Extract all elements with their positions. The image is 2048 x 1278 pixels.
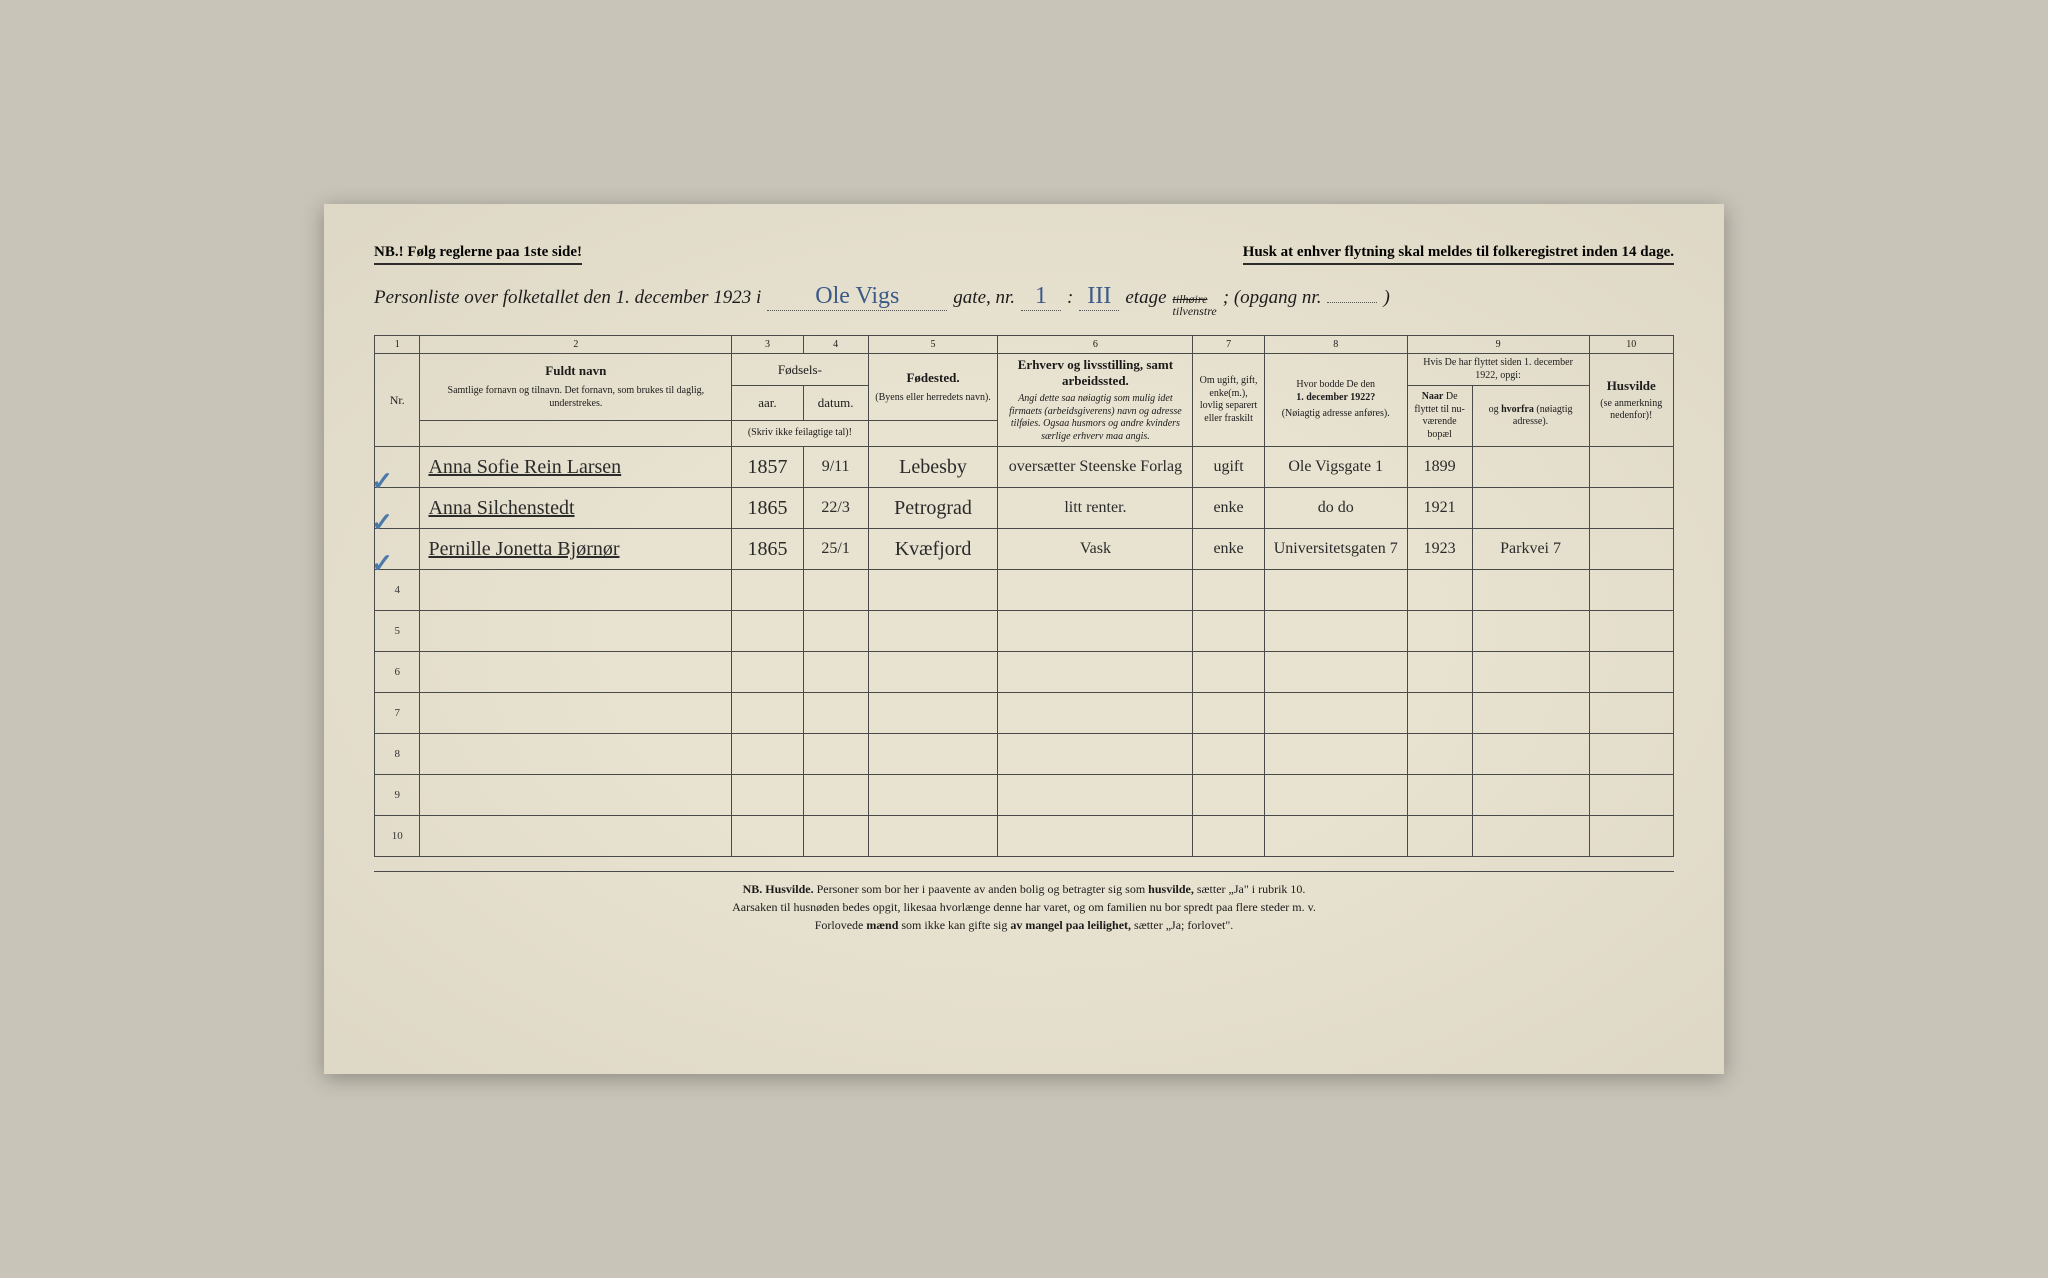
etage-label: etage xyxy=(1125,287,1166,309)
cell-birthplace: Lebesby xyxy=(868,447,998,488)
side-options: tilhøire tilvenstre xyxy=(1173,293,1217,317)
etage-handwritten: III xyxy=(1079,283,1119,311)
street-handwritten: Ole Vigs xyxy=(767,283,947,311)
opgang-label: ; (opgang nr. xyxy=(1223,287,1322,309)
row-num: 10 xyxy=(375,816,420,857)
title-close: ) xyxy=(1383,287,1389,309)
cell-moved-from: Parkvei 7 xyxy=(1472,529,1589,570)
top-notices: NB.! Følg reglerne paa 1ste side! Husk a… xyxy=(374,244,1674,265)
cell-husvilde xyxy=(1589,488,1674,529)
colnum-3: 3 xyxy=(732,336,803,354)
title-prefix: Personliste over folketallet den 1. dece… xyxy=(374,287,761,309)
checkmark-icon: ✓ xyxy=(371,467,393,497)
row-num: 7 xyxy=(375,693,420,734)
title-sep: : xyxy=(1067,287,1073,309)
hdr-birthplace: Fødested. (Byens eller herredets navn). xyxy=(868,354,998,421)
cell-birthplace: Kvæfjord xyxy=(868,529,998,570)
table-row: ✓ Anna Sofie Rein Larsen 1857 9/11 Lebes… xyxy=(375,447,1674,488)
footer-line-1: NB. Husvilde. Personer som bor her i paa… xyxy=(374,880,1674,898)
cell-occupation: Vask xyxy=(998,529,1193,570)
cell-addr1922: Universitetsgaten 7 xyxy=(1264,529,1407,570)
cell-occupation: oversætter Steenske Forlag xyxy=(998,447,1193,488)
footer-line-3: Forlovede mænd som ikke kan gifte sig av… xyxy=(374,916,1674,934)
hdr-occupation: Erhverv og livsstilling, samt arbeidsste… xyxy=(998,354,1193,447)
cell-date: 25/1 xyxy=(803,529,868,570)
colnum-6: 6 xyxy=(998,336,1193,354)
cell-name: Pernille Jonetta Bjørnør xyxy=(420,529,732,570)
cell-moved-from xyxy=(1472,488,1589,529)
row-num: 5 xyxy=(375,611,420,652)
table-row-empty: 10 xyxy=(375,816,1674,857)
hdr-birth-note: (Skriv ikke feilagtige tal)! xyxy=(732,420,868,446)
table-row-empty: 9 xyxy=(375,775,1674,816)
row-num: ✓ xyxy=(375,447,420,488)
cell-addr1922: Ole Vigsgate 1 xyxy=(1264,447,1407,488)
cell-year: 1865 xyxy=(732,488,803,529)
table-row-empty: 5 xyxy=(375,611,1674,652)
table-row: ✓ Anna Silchenstedt 1865 22/3 Petrograd … xyxy=(375,488,1674,529)
colnum-1: 1 xyxy=(375,336,420,354)
cell-birthplace: Petrograd xyxy=(868,488,998,529)
colnum-8: 8 xyxy=(1264,336,1407,354)
colnum-5: 5 xyxy=(868,336,998,354)
hdr-name: Fuldt navn Samtlige fornavn og tilnavn. … xyxy=(420,354,732,421)
cell-status: enke xyxy=(1193,488,1264,529)
row-num: 6 xyxy=(375,652,420,693)
gate-nr-handwritten: 1 xyxy=(1021,283,1061,311)
cell-status: ugift xyxy=(1193,447,1264,488)
colnum-2: 2 xyxy=(420,336,732,354)
hdr-status: Om ugift, gift, enke(m.), lovlig separer… xyxy=(1193,354,1264,447)
cell-occupation: litt renter. xyxy=(998,488,1193,529)
hdr-husvilde: Husvilde (se anmerkning nedenfor)! xyxy=(1589,354,1674,447)
table-row-empty: 7 xyxy=(375,693,1674,734)
cell-year: 1857 xyxy=(732,447,803,488)
notice-left: NB.! Følg reglerne paa 1ste side! xyxy=(374,244,582,265)
colnum-10: 10 xyxy=(1589,336,1674,354)
colnum-9: 9 xyxy=(1407,336,1589,354)
table-row: ✓ Pernille Jonetta Bjørnør 1865 25/1 Kvæ… xyxy=(375,529,1674,570)
census-table: 1 2 3 4 5 6 7 8 9 10 Nr. Fuldt navn Samt… xyxy=(374,335,1674,857)
title-row: Personliste over folketallet den 1. dece… xyxy=(374,283,1674,317)
colnum-7: 7 xyxy=(1193,336,1264,354)
cell-date: 22/3 xyxy=(803,488,868,529)
census-page: NB.! Følg reglerne paa 1ste side! Husk a… xyxy=(324,204,1724,1074)
row-num: 8 xyxy=(375,734,420,775)
cell-husvilde xyxy=(1589,447,1674,488)
hdr-moved: Hvis De har flyttet siden 1. december 19… xyxy=(1407,354,1589,386)
table-body: ✓ Anna Sofie Rein Larsen 1857 9/11 Lebes… xyxy=(375,447,1674,857)
cell-moved-when: 1923 xyxy=(1407,529,1472,570)
hdr-birth: Fødsels- xyxy=(732,354,868,386)
hdr-moved-when: Naar De flyttet til nu-værende bopæl xyxy=(1407,386,1472,447)
table-row-empty: 6 xyxy=(375,652,1674,693)
hdr-nr: Nr. xyxy=(375,354,420,447)
footer-line-2: Aarsaken til husnøden bedes opgit, likes… xyxy=(374,898,1674,916)
cell-moved-when: 1899 xyxy=(1407,447,1472,488)
table-row-empty: 4 xyxy=(375,570,1674,611)
cell-name: Anna Sofie Rein Larsen xyxy=(420,447,732,488)
hdr-year: aar. xyxy=(732,386,803,421)
colnum-4: 4 xyxy=(803,336,868,354)
footer-note: NB. Husvilde. Personer som bor her i paa… xyxy=(374,871,1674,934)
cell-date: 9/11 xyxy=(803,447,868,488)
cell-moved-from xyxy=(1472,447,1589,488)
checkmark-icon: ✓ xyxy=(371,549,393,579)
cell-year: 1865 xyxy=(732,529,803,570)
notice-right: Husk at enhver flytning skal meldes til … xyxy=(1243,244,1674,265)
cell-name: Anna Silchenstedt xyxy=(420,488,732,529)
row-num: 9 xyxy=(375,775,420,816)
hdr-addr1922: Hvor bodde De den1. december 1922? (Nøia… xyxy=(1264,354,1407,447)
table-header: 1 2 3 4 5 6 7 8 9 10 Nr. Fuldt navn Samt… xyxy=(375,336,1674,447)
gate-label: gate, nr. xyxy=(953,287,1015,309)
cell-husvilde xyxy=(1589,529,1674,570)
cell-status: enke xyxy=(1193,529,1264,570)
table-row-empty: 8 xyxy=(375,734,1674,775)
cell-addr1922: do do xyxy=(1264,488,1407,529)
cell-moved-when: 1921 xyxy=(1407,488,1472,529)
opgang-blank xyxy=(1327,302,1377,303)
hdr-date: datum. xyxy=(803,386,868,421)
hdr-moved-from: og hvorfra (nøiagtig adresse). xyxy=(1472,386,1589,447)
checkmark-icon: ✓ xyxy=(371,508,393,538)
